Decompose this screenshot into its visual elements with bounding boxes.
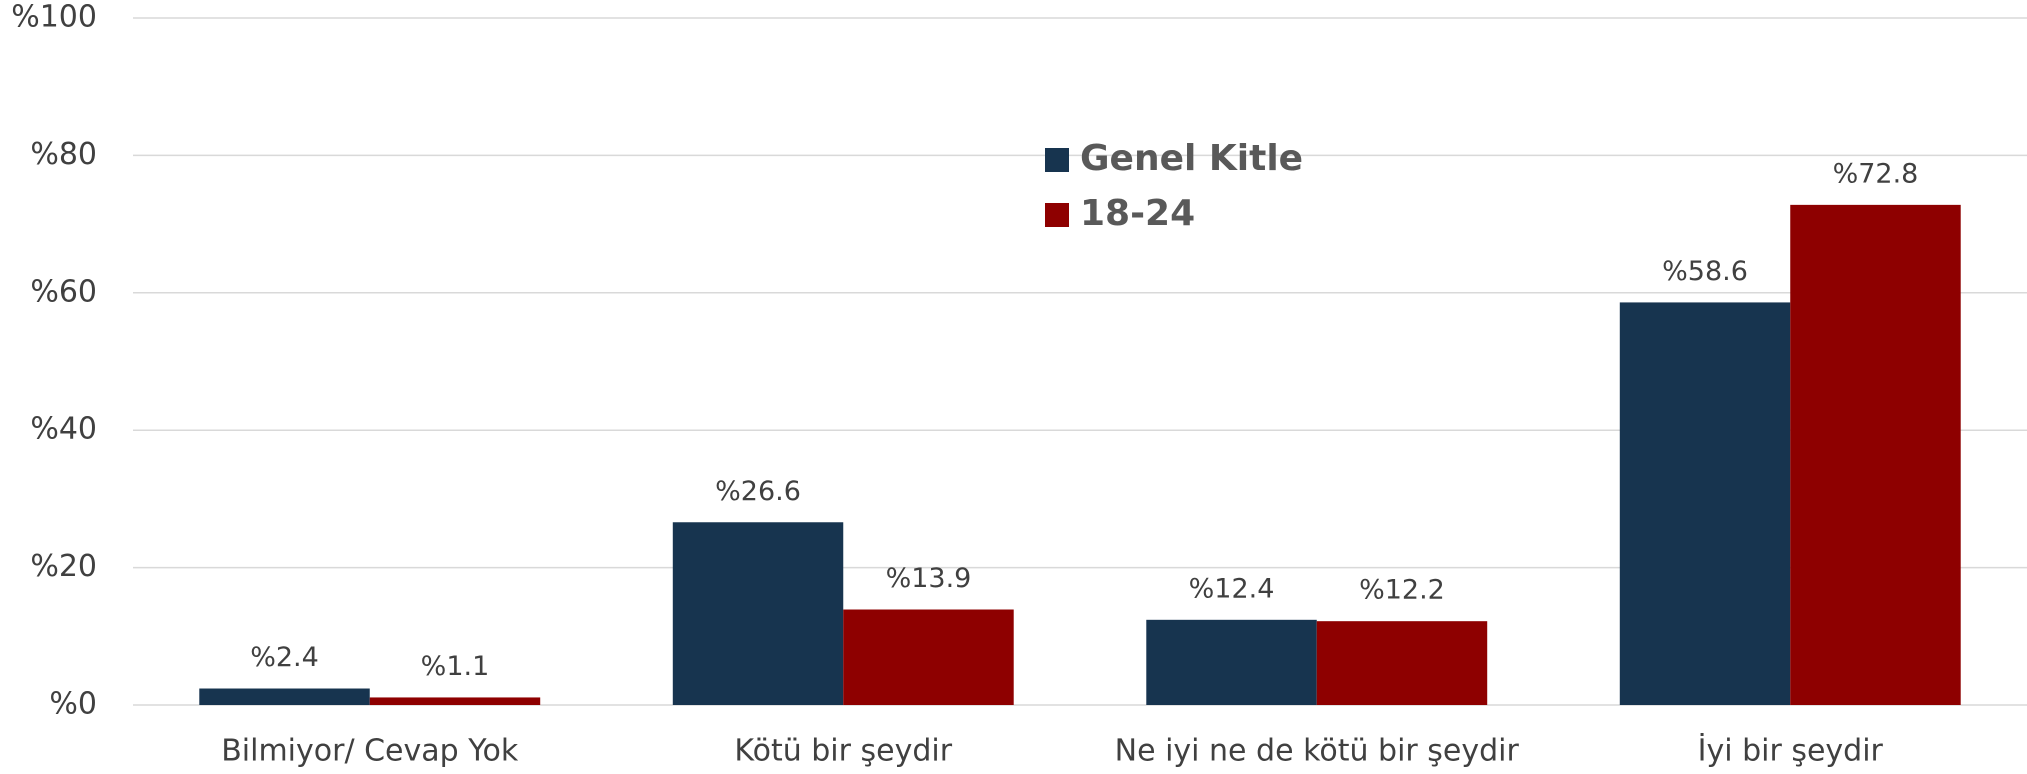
x-tick-label: Ne iyi ne de kötü bir şeydir <box>1115 734 1520 769</box>
y-tick-label: %100 <box>11 0 97 35</box>
bar <box>1790 204 1961 705</box>
y-tick-label: %20 <box>30 549 97 584</box>
data-label: %12.4 <box>1189 573 1275 604</box>
data-label: %1.1 <box>421 651 490 682</box>
y-tick-label: %40 <box>30 412 97 447</box>
data-label: %26.6 <box>715 476 801 507</box>
bar <box>1316 621 1488 705</box>
bar <box>369 697 541 705</box>
bar <box>843 609 1014 705</box>
y-tick-label: %60 <box>30 274 97 309</box>
data-label: %12.2 <box>1359 575 1445 606</box>
data-label: %58.6 <box>1662 256 1748 287</box>
y-tick-label: %80 <box>30 137 97 172</box>
bar <box>199 688 370 705</box>
legend-label: Genel Kitle <box>1080 138 1303 179</box>
legend-swatch <box>1045 203 1069 227</box>
y-tick-label: %0 <box>49 687 97 722</box>
data-label: %2.4 <box>250 642 319 673</box>
x-tick-label: Kötü bir şeydir <box>734 734 952 769</box>
legend-label: 18-24 <box>1080 193 1195 234</box>
x-tick-label: İyi bir şeydir <box>1698 733 1884 769</box>
data-label: %72.8 <box>1833 158 1919 189</box>
legend-swatch <box>1045 148 1069 172</box>
data-label: %13.9 <box>886 563 972 594</box>
bar <box>1619 302 1791 705</box>
x-tick-label: Bilmiyor/ Cevap Yok <box>221 734 519 769</box>
bar <box>1146 619 1317 705</box>
bar <box>672 522 844 705</box>
